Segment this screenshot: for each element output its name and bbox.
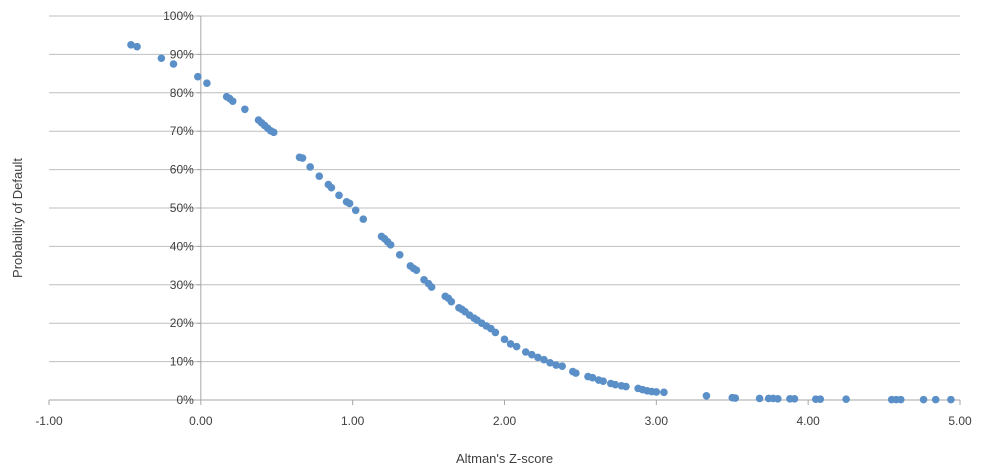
data-point	[552, 361, 560, 369]
data-points	[127, 41, 955, 404]
y-tick-label: 40%	[170, 239, 194, 253]
data-point	[298, 154, 307, 162]
data-point	[790, 395, 799, 403]
data-point	[652, 388, 661, 396]
data-point	[521, 348, 530, 356]
data-point	[327, 183, 336, 192]
data-point	[500, 335, 509, 344]
data-point	[546, 358, 554, 367]
y-tick-label: 0%	[176, 393, 194, 407]
data-point	[842, 395, 850, 404]
x-tick-label: -1.00	[35, 414, 63, 428]
data-point	[203, 79, 211, 87]
data-point	[412, 266, 421, 275]
data-point	[133, 42, 141, 51]
data-point	[395, 251, 404, 259]
data-point	[931, 395, 940, 404]
x-axis-title: Altman's Z-score	[456, 451, 553, 466]
data-point	[127, 41, 135, 49]
x-tick-label: 2.00	[493, 414, 517, 428]
data-point	[512, 342, 521, 351]
x-tick-label: 4.00	[796, 414, 820, 428]
data-point	[447, 297, 456, 306]
data-point	[386, 241, 395, 249]
tick-labels: 0% 10% 20% 30% 40% 50% 60% 70% 80% 90% 100% -1.00 0.…	[35, 9, 972, 428]
data-point	[660, 388, 668, 397]
gridlines	[49, 15, 960, 363]
y-tick-label: 70%	[170, 124, 194, 138]
data-point	[359, 215, 368, 223]
data-point	[306, 163, 314, 171]
data-point	[345, 199, 354, 208]
data-point	[919, 395, 928, 404]
y-tick-label: 10%	[170, 355, 194, 369]
data-point	[427, 283, 436, 291]
data-point	[315, 172, 324, 180]
data-point	[506, 340, 515, 348]
x-tick-label: 5.00	[948, 414, 972, 428]
data-point	[622, 382, 630, 391]
data-point	[774, 395, 782, 403]
data-point	[157, 54, 166, 63]
y-tick-label: 80%	[170, 86, 194, 100]
data-point	[228, 97, 237, 106]
x-tick-label: 3.00	[645, 414, 669, 428]
y-tick-label: 20%	[170, 316, 194, 330]
data-point	[731, 394, 740, 402]
data-point	[599, 377, 607, 385]
data-point	[193, 72, 202, 81]
data-point	[241, 105, 249, 114]
data-point	[169, 60, 178, 68]
y-tick-label: 60%	[170, 163, 194, 177]
data-point	[351, 206, 360, 215]
data-point	[558, 362, 566, 371]
x-tick-label: 0.00	[189, 414, 213, 428]
data-point	[755, 394, 764, 403]
y-tick-label: 90%	[170, 47, 194, 61]
data-point	[816, 395, 825, 404]
data-point	[588, 373, 597, 382]
data-point	[947, 395, 955, 404]
data-point	[702, 391, 711, 400]
data-point	[540, 355, 548, 364]
data-point	[611, 380, 620, 389]
data-point	[534, 353, 542, 362]
y-tick-label: 30%	[170, 278, 194, 292]
data-point	[269, 128, 278, 137]
y-tick-label: 50%	[170, 201, 194, 215]
data-point	[572, 369, 580, 377]
y-axis-title: Probability of Default	[10, 158, 25, 278]
data-point	[528, 350, 536, 359]
x-tick-label: 1.00	[341, 414, 365, 428]
axes	[48, 15, 961, 405]
y-tick-label: 100%	[163, 9, 194, 23]
data-point	[491, 328, 500, 337]
data-point	[896, 395, 905, 404]
data-point	[335, 191, 343, 200]
